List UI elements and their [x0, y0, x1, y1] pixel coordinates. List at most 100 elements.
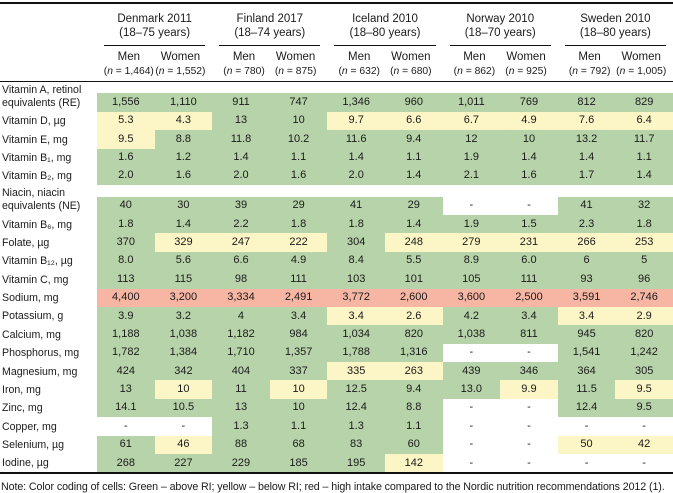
value-cell: 8.9: [442, 251, 501, 271]
value-cell: 222: [269, 233, 328, 252]
value-cell: 1.4: [384, 215, 443, 234]
value-cell: 41: [557, 196, 616, 216]
value-cell: 5.3: [97, 111, 155, 131]
value-cell: 12: [442, 130, 501, 149]
value-cell: 1.1: [384, 148, 443, 167]
value-cell: 1.1: [269, 148, 328, 167]
women-sample-size: (n = 1,552): [155, 65, 206, 77]
value-cell: 1.4: [384, 166, 443, 186]
value-cell: 3.4: [269, 306, 328, 326]
value-cell: 4.9: [269, 251, 328, 271]
value-cell: 1.6: [97, 148, 155, 167]
country-group-header: Denmark 2011 (18–75 years) Men (n = 1,46…: [97, 12, 212, 78]
value-cell: 268: [97, 453, 155, 473]
group-underline: [334, 44, 436, 46]
row-label: Vitamin B₆, mg: [0, 216, 97, 234]
value-cell: 3.4: [327, 306, 385, 326]
value-cell: 2.1: [442, 166, 501, 186]
value-cell: 279: [442, 233, 501, 252]
value-cell: 61: [97, 435, 155, 454]
value-cell: 342: [154, 362, 213, 381]
value-cell: 9.9: [500, 380, 558, 399]
value-cell: 3.9: [97, 306, 155, 326]
value-cell: 2,500: [500, 288, 558, 307]
country-age-range: (18–75 years): [119, 27, 191, 40]
men-sample-size: (n = 862): [453, 65, 496, 77]
country-age-range: (18–70 years): [464, 27, 536, 40]
value-cell: 8.8: [154, 130, 213, 149]
men-column: Men (n = 780): [218, 51, 270, 78]
value-cell: 945: [557, 325, 616, 344]
group-underline: [219, 44, 321, 46]
value-cell: 1.4: [154, 215, 213, 234]
value-cell: 98: [212, 270, 270, 289]
value-cell: 2,600: [384, 288, 443, 307]
men-sample-size: (n = 632): [338, 65, 380, 77]
men-column-header: Men: [232, 50, 256, 63]
value-cell: 12.4: [327, 398, 385, 418]
value-cell: 4,400: [97, 288, 155, 307]
value-cell: 1.4: [500, 148, 558, 167]
men-column: Men (n = 862): [449, 51, 501, 78]
value-cell: 1.6: [269, 166, 328, 186]
table-row: Calcium, mg 1,188 1,038 1,182 984 1,034 820 1,…: [0, 325, 673, 344]
value-cell: 3,772: [327, 288, 385, 307]
men-column-header: Men: [463, 50, 486, 63]
value-cell: -: [500, 435, 558, 454]
value-cell: 195: [327, 453, 385, 473]
value-cell: 11.8: [212, 130, 270, 149]
sex-subheader: Men (n = 792) Women (n = 1,005): [564, 51, 667, 78]
country-name: Norway 2010: [466, 13, 535, 25]
value-cell: -: [442, 453, 501, 473]
value-cell: 10.2: [269, 130, 328, 149]
value-cell: 2.0: [212, 166, 270, 186]
value-cell: 103: [327, 270, 385, 289]
value-cell: 247: [212, 233, 270, 252]
row-label: Selenium, µg: [0, 437, 97, 454]
country-age-range: (18–80 years): [349, 27, 421, 40]
value-cell: 1.8: [327, 215, 385, 234]
sex-subheader: Men (n = 1,464) Women (n = 1,552): [103, 51, 206, 78]
row-label: Copper, mg: [0, 418, 97, 436]
value-cell: 5.5: [384, 251, 443, 271]
sex-subheader: Men (n = 632) Women (n = 680): [333, 51, 436, 78]
value-cell: -: [154, 417, 213, 436]
value-cell: 13: [212, 111, 270, 131]
table-row: Iodine, µg 268 227 229 185 195 142- - - -: [0, 453, 673, 473]
country-name: Finland 2017: [236, 13, 304, 25]
country-age-range: (18–80 years): [579, 27, 651, 40]
value-cell: 1.1: [615, 148, 673, 167]
row-label: Vitamin E, mg: [0, 131, 97, 149]
value-cell: 10: [269, 380, 328, 399]
value-cell: 88: [212, 435, 270, 454]
value-cell: -: [442, 343, 501, 363]
value-cell: 12.5: [327, 380, 385, 399]
value-cell: -: [615, 453, 673, 473]
value-cell: 10: [154, 380, 213, 399]
value-cell: 9.4: [384, 130, 443, 149]
value-cell: 10: [269, 398, 328, 418]
value-cell: -: [442, 398, 501, 418]
table-row: Vitamin A, retinol equivalents (RE) 1,55…: [0, 81, 673, 112]
women-column: Women (n = 1,005): [615, 51, 667, 78]
value-cell: 4.3: [154, 111, 213, 131]
value-cell: 984: [269, 325, 328, 344]
row-label: Zinc, mg: [0, 400, 97, 418]
men-column: Men (n = 632): [333, 51, 385, 78]
sex-subheader: Men (n = 780) Women (n = 875): [218, 51, 321, 78]
value-cell: 9.7: [327, 111, 385, 131]
value-cell: 424: [97, 362, 155, 381]
value-cell: 829: [615, 93, 673, 112]
value-cell: 11: [212, 380, 270, 399]
value-cell: 229: [212, 453, 270, 473]
value-cell: 1.1: [269, 417, 328, 436]
value-cell: 13: [212, 398, 270, 418]
value-cell: 8.0: [97, 251, 155, 271]
value-cell: 3,591: [557, 288, 616, 307]
value-cell: 1.9: [442, 215, 501, 234]
men-column: Men (n = 1,464): [103, 51, 155, 78]
value-cell: 9.5: [615, 398, 673, 418]
value-cell: 4.9: [500, 111, 558, 131]
value-cell: -: [615, 417, 673, 436]
value-cell: 13.0: [442, 380, 501, 399]
